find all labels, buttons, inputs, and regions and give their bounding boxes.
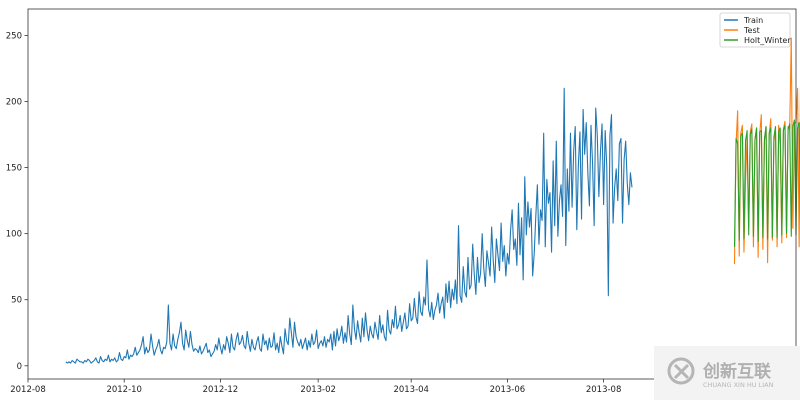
- legend-label: Test: [743, 26, 760, 35]
- watermark-cn-text: 创新互联: [702, 361, 771, 382]
- legend-label: Holt_Winter: [744, 36, 791, 45]
- watermark-logo-mark: [673, 363, 690, 380]
- watermark-en-text: CHUANG XIN HU LIAN: [703, 381, 774, 389]
- series-layer: [65, 37, 800, 364]
- y-tick-label: 100: [6, 230, 22, 240]
- x-tick-label: 2013-04: [393, 385, 429, 395]
- series-line-holt-winter: [733, 119, 800, 247]
- x-tick-label: 2012-08: [10, 385, 46, 395]
- y-tick-label: 0: [17, 362, 22, 372]
- x-tick-label: 2012-12: [203, 385, 239, 395]
- legend-box: [719, 12, 791, 48]
- watermark-logo-icon: [667, 357, 695, 385]
- x-tick-label: 2012-10: [106, 385, 142, 395]
- x-tick-label: 2013-08: [586, 385, 622, 395]
- y-tick-label: 150: [6, 164, 22, 174]
- x-tick-label: 2013-06: [490, 385, 526, 395]
- watermark: 创新互联 CHUANG XIN HU LIAN: [654, 346, 800, 400]
- series-line-train: [65, 87, 633, 364]
- y-tick-label: 250: [6, 31, 22, 41]
- y-tick-label: 50: [11, 296, 22, 306]
- plot-frame: [27, 8, 797, 380]
- legend-label: Train: [743, 16, 763, 25]
- x-tick-label: 2013-02: [300, 385, 336, 395]
- y-tick-label: 200: [6, 98, 22, 108]
